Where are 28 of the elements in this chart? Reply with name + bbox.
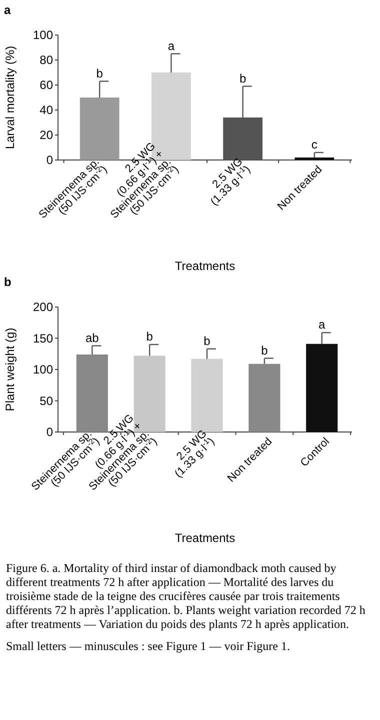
y-tick-label: 0	[46, 425, 54, 440]
y-tick-label: 200	[32, 300, 54, 314]
y-tick-label: 100	[32, 28, 54, 42]
y-tick-label: 100	[32, 362, 54, 377]
chart-title: a	[4, 3, 11, 17]
caption: Figure 6. a. Mortality of third instar of diamondback moth caused by different treatments 72 h after application — Mortalité des larves du troisième stade de la teigne des crucifères causée par trois traitements différents 72 h après l’application. b. Plants weight variation recorded 72 h after treatments — Variation du poids des plants 72 h après application.	[6, 561, 366, 631]
y-tick-label: 60	[40, 78, 54, 92]
annotation: b	[204, 334, 211, 348]
annotation: ab	[85, 330, 100, 345]
annotation: a	[318, 318, 326, 332]
annotation: b	[261, 343, 268, 358]
y-tick-label: 0	[46, 153, 54, 168]
y-tick-label: 150	[32, 331, 54, 346]
x-axis-title: Treatments	[174, 259, 236, 273]
annotation: b	[239, 71, 246, 86]
annotation: c	[311, 138, 318, 152]
y-tick-label: 20	[40, 128, 54, 142]
y-axis-title: Larval mortality (%)	[3, 46, 17, 150]
y-tick-label: 40	[40, 103, 54, 118]
text: Small letters — minuscules : see Figure 1 — voir Figure 1.	[6, 639, 290, 653]
annotation: a	[168, 38, 175, 53]
y-tick-label: 50	[40, 394, 54, 408]
annotation: b	[96, 66, 104, 80]
annotation: b	[146, 330, 154, 344]
x-axis-title: Treatments	[174, 531, 236, 545]
y-axis-title: Plant weight (g)	[3, 328, 17, 412]
y-tick-label: 80	[40, 53, 54, 68]
chart-title: b	[4, 275, 12, 289]
